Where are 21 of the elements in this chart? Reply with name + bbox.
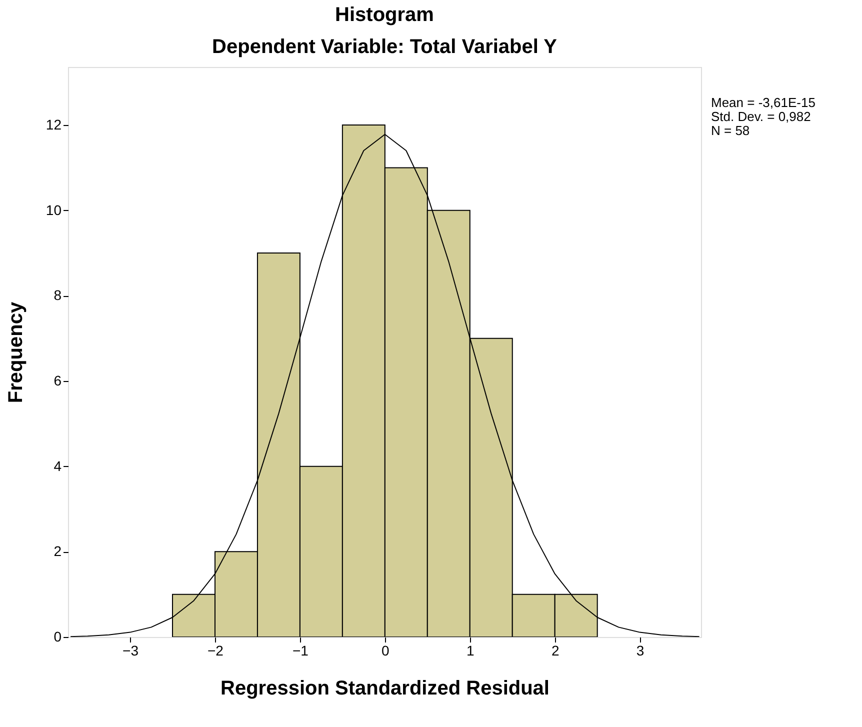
y-axis-title: Frequency (4, 301, 27, 404)
y-tick-label: 12 (46, 116, 62, 133)
x-tick-label: 0 (382, 642, 390, 658)
text: N = 58 (711, 123, 750, 138)
x-tick-label: −1 (292, 642, 309, 658)
x-tick-label: 1 (466, 642, 474, 658)
y-tick-label: 8 (54, 287, 62, 304)
y-tick-label: 2 (54, 543, 62, 560)
text: Mean = -3,61E-15 (711, 95, 816, 110)
x-tick-label: −3 (122, 642, 139, 658)
x-tick-label: 2 (551, 642, 560, 658)
y-tick-label: 10 (46, 202, 62, 218)
chart-title: Histogram (335, 4, 434, 26)
x-tick-label: 3 (636, 642, 644, 658)
y-tick-label: 4 (54, 458, 62, 474)
x-tick-label: −2 (208, 642, 224, 658)
y-tick-label: 6 (54, 372, 62, 389)
text: Std. Dev. = 0,982 (711, 109, 811, 124)
y-tick-label: 0 (54, 628, 62, 644)
x-axis-title: Regression Standardized Residual (220, 678, 550, 700)
chart-subtitle: Dependent Variable: Total Variabel Y (212, 36, 558, 58)
